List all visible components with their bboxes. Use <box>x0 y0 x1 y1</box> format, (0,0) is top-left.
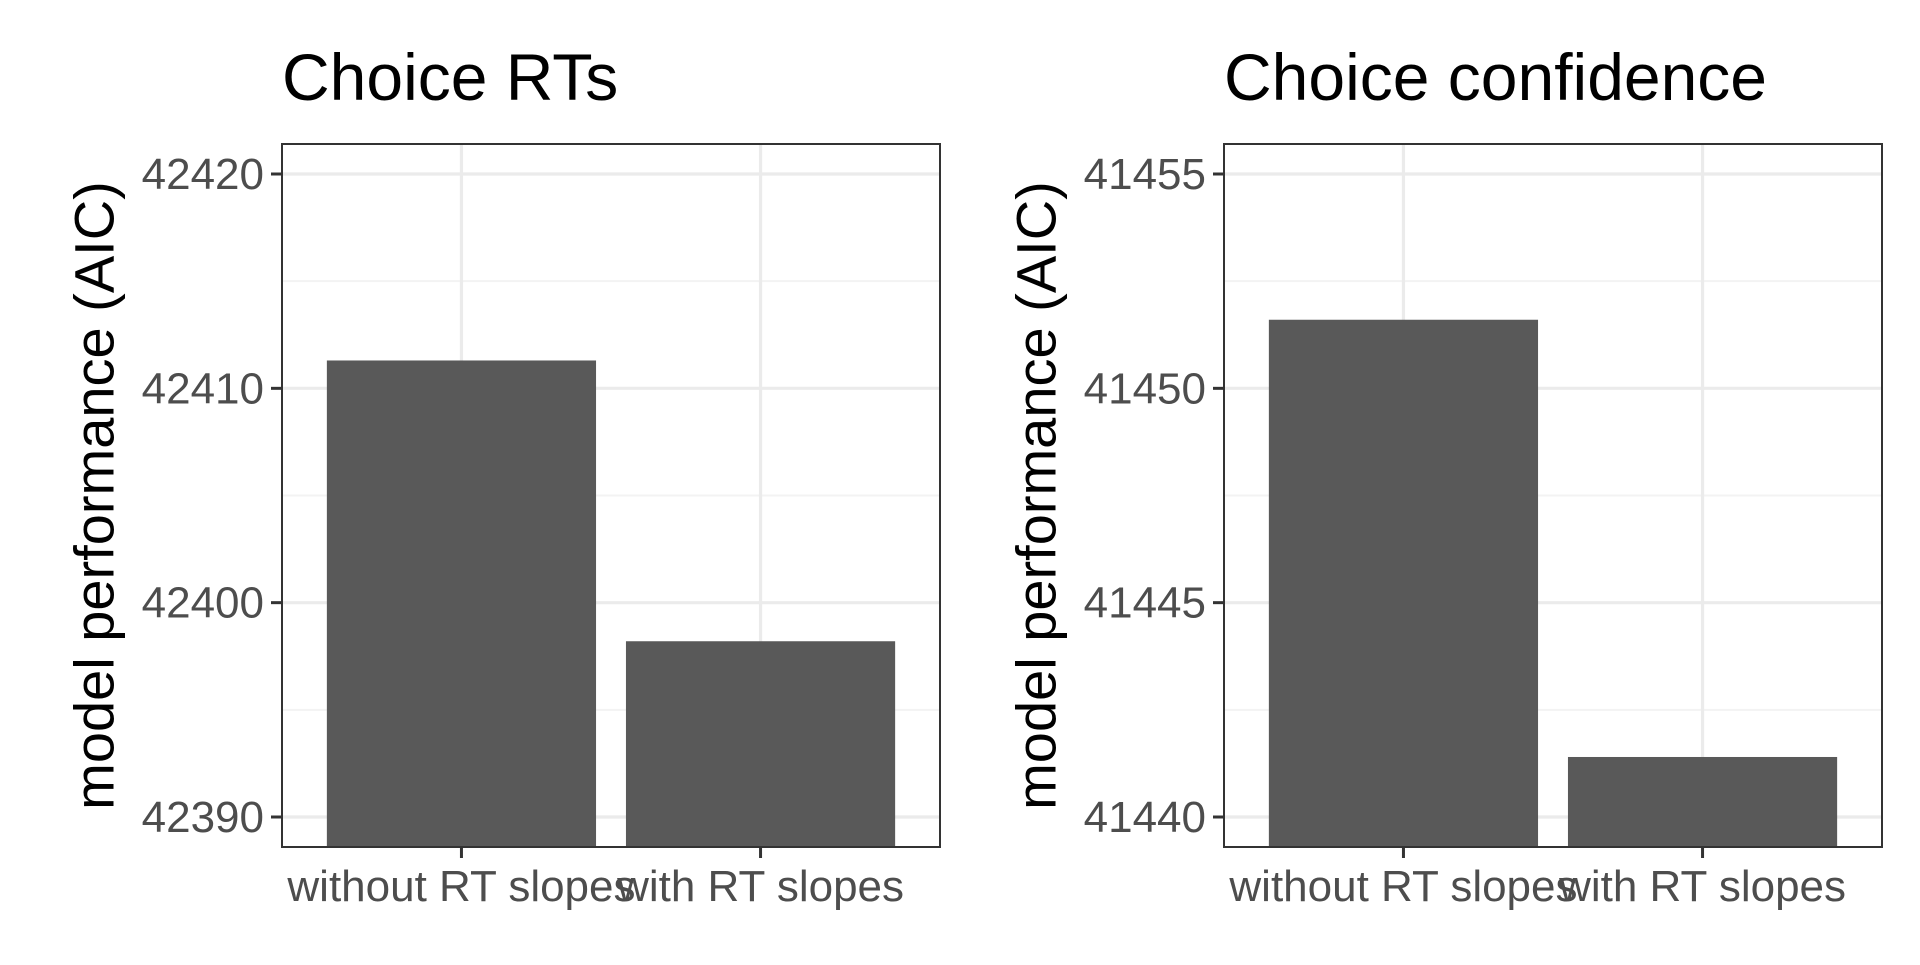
y-tick-label: 41445 <box>1084 579 1206 628</box>
chart-title: Choice RTs <box>282 40 618 114</box>
x-tick-label: without RT slopes <box>1228 862 1577 911</box>
x-tick-label: with RT slopes <box>616 862 904 911</box>
panel-border <box>1223 143 1883 848</box>
panel-border <box>281 143 941 848</box>
chart-panel-2: 41440 41445 41450 41455 without RT slopeswit… <box>1005 40 1883 911</box>
y-axis-label: model performance (AIC) <box>63 181 126 810</box>
x-tick-label: with RT slopes <box>1558 862 1846 911</box>
chart-title: Choice confidence <box>1224 40 1767 114</box>
y-tick-label: 41450 <box>1084 364 1206 413</box>
y-axis-label: model performance (AIC) <box>1005 181 1068 810</box>
y-tick-label: 41440 <box>1084 793 1206 842</box>
bar-1 <box>326 360 597 847</box>
bar-2 <box>1567 756 1838 847</box>
y-tick-label: 42420 <box>142 150 264 199</box>
x-tick-label: without RT slopes <box>286 862 635 911</box>
y-tick-label: 42410 <box>142 364 264 413</box>
bar-1 <box>1268 319 1539 847</box>
bar-2 <box>625 641 896 847</box>
chart-panel-1: 42390 42400 42410 42420 without RT slopeswit… <box>63 40 941 911</box>
y-tick-label: 41455 <box>1084 150 1206 199</box>
y-tick-label: 42400 <box>142 579 264 628</box>
y-tick-label: 42390 <box>142 793 264 842</box>
